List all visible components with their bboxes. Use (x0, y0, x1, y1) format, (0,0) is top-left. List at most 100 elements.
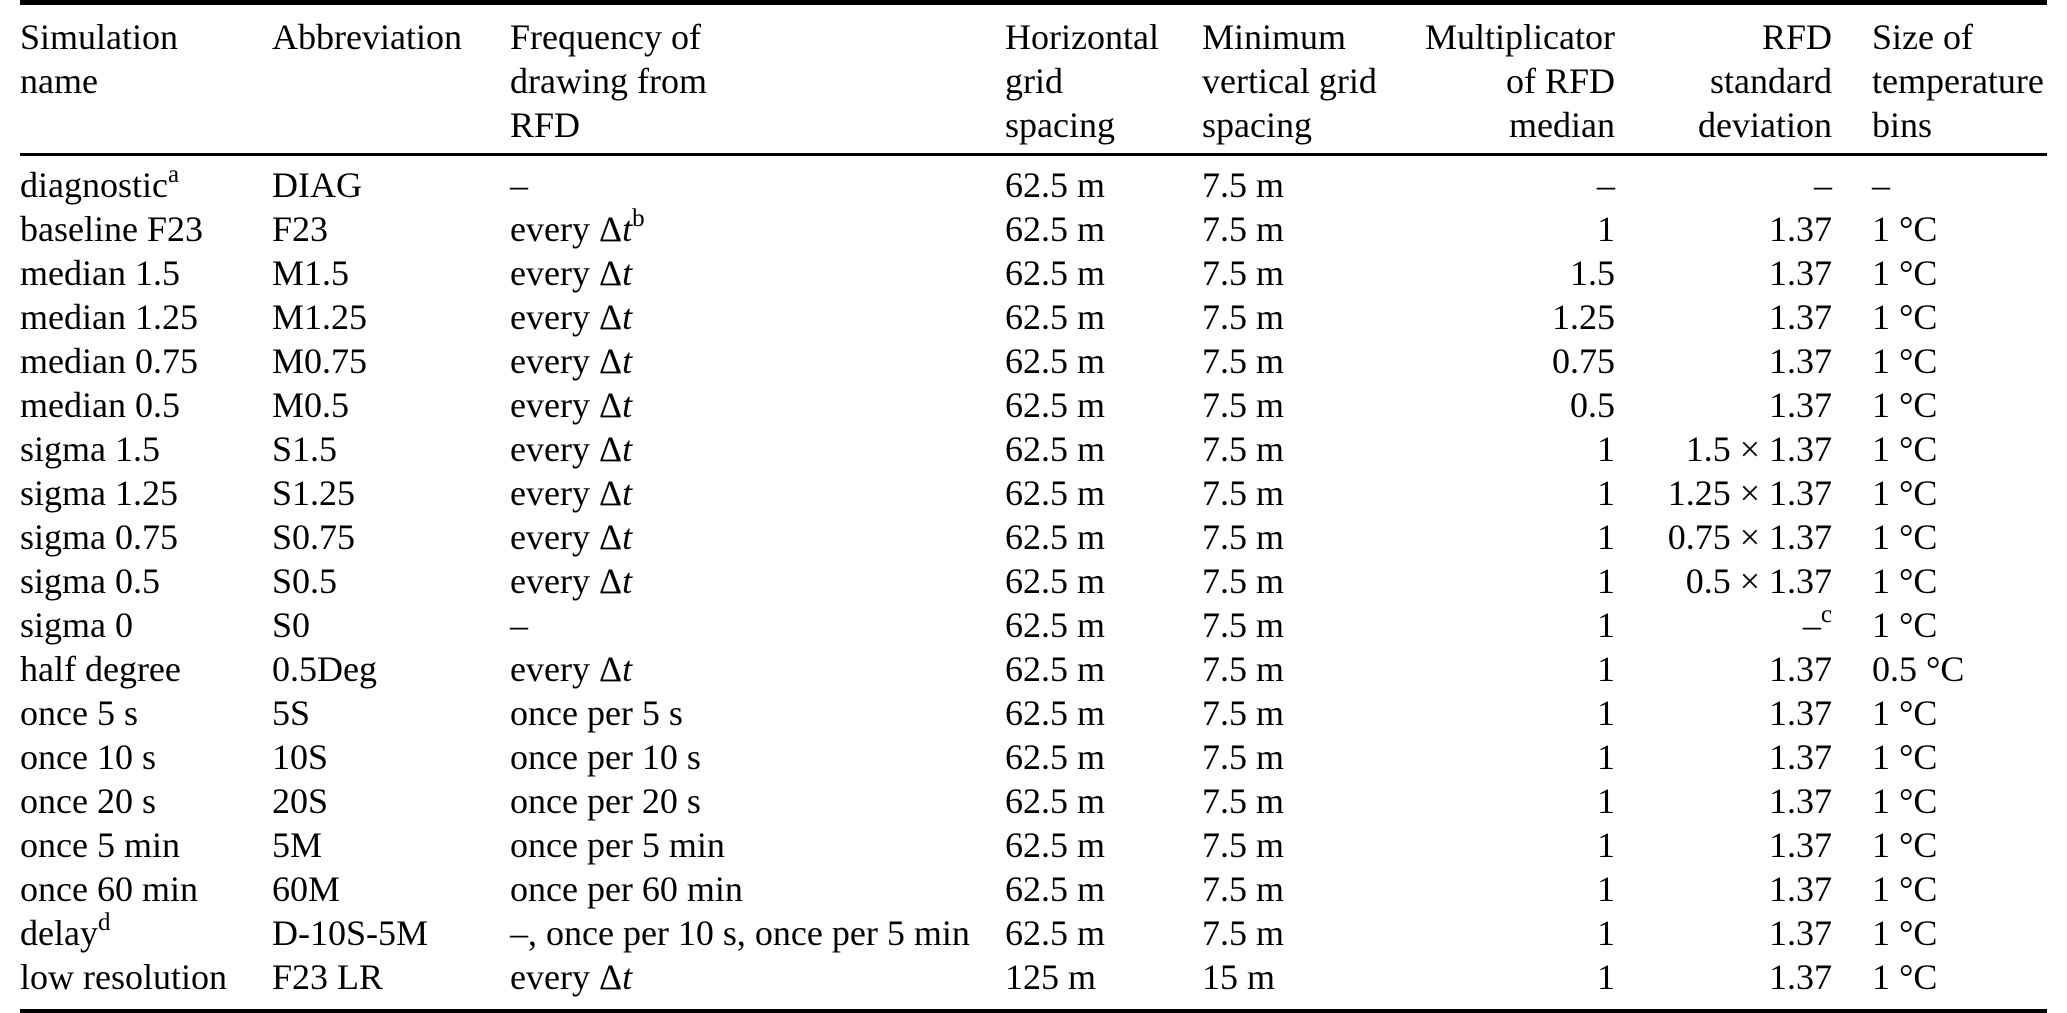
cell-text: 62.5 m (1005, 605, 1106, 645)
cell-text: 1 °C (1872, 429, 1938, 469)
cell-rfd-standard-deviation: – (1615, 155, 1832, 208)
cell-rfd-median-multiplicator: 1 (1420, 911, 1615, 955)
table-row: baseline F23 F23 every Δtb 62.5 m 7.5 m 1 1.37… (20, 206, 2047, 251)
cell-text: 62.5 m (1005, 737, 1106, 777)
cell-text: M0.5 (272, 385, 350, 425)
cell-text: 1.37 (1769, 781, 1832, 821)
cell-text: 7.5 m (1202, 737, 1285, 777)
cell-text: 7.5 m (1202, 297, 1285, 337)
cell-rfd-standard-deviation: –c (1615, 601, 1832, 647)
cell-abbreviation: 5M (272, 823, 510, 867)
footnote-marker: c (1820, 601, 1832, 628)
cell-text: once 10 s (20, 737, 156, 777)
cell-text: –, once per 10 s, once per 5 min (510, 913, 970, 953)
cell-text: 62.5 m (1005, 869, 1106, 909)
cell-horizontal-grid-spacing: 62.5 m (1005, 867, 1202, 911)
cell-text: once per 10 s (510, 737, 701, 777)
header-row: Simulation name Abbreviation Frequency of dr… (20, 3, 2047, 155)
cell-text: 1.25 (1552, 297, 1615, 337)
cell-text: 62.5 m (1005, 781, 1106, 821)
cell-rfd-standard-deviation: 1.37 (1615, 955, 1832, 1012)
cell-text: 60M (272, 869, 341, 909)
delta-t-variable: t (622, 385, 633, 425)
cell-text: 1 (1597, 517, 1615, 557)
cell-min-vertical-grid-spacing: 7.5 m (1202, 911, 1420, 955)
cell-text: 1.37 (1769, 957, 1832, 997)
cell-text: sigma 1.25 (20, 473, 178, 513)
cell-text: 1 (1597, 561, 1615, 601)
cell-rfd-standard-deviation: 1.25 × 1.37 (1615, 471, 1832, 515)
cell-frequency-of-drawing: every Δt (510, 429, 633, 469)
cell-simulation-name: low resolution (20, 955, 272, 1012)
cell-text: 1.25 × 1.37 (1667, 473, 1832, 513)
cell-frequency-of-drawing: every Δt (510, 341, 633, 381)
cell-text: 1.5 (1570, 253, 1615, 293)
cell-text: 62.5 m (1005, 913, 1106, 953)
cell-text: 1.37 (1769, 825, 1832, 865)
cell-rfd-standard-deviation: 0.75 × 1.37 (1615, 515, 1832, 559)
cell-rfd-median-multiplicator: 1 (1420, 471, 1615, 515)
cell-text: S1.5 (272, 429, 338, 469)
cell-text: 7.5 m (1202, 913, 1285, 953)
cell-text: – (1814, 165, 1832, 205)
cell-text: 0.5 (1570, 385, 1615, 425)
cell-simulation-name: sigma 1.5 (20, 427, 272, 471)
cell-abbreviation: 60M (272, 867, 510, 911)
cell-text: 1 °C (1872, 781, 1938, 821)
cell-frequency-of-drawing: once per 10 s (510, 735, 1005, 779)
cell-min-vertical-grid-spacing: 7.5 m (1202, 823, 1420, 867)
cell-temperature-bin-size: – (1832, 155, 2047, 208)
cell-min-vertical-grid-spacing: 7.5 m (1202, 207, 1420, 251)
footnote-marker: d (97, 909, 111, 936)
cell-rfd-median-multiplicator: 1.5 (1420, 251, 1615, 295)
cell-simulation-name: median 1.25 (20, 295, 272, 339)
cell-temperature-bin-size: 1 °C (1832, 251, 2047, 295)
cell-frequency-of-drawing: once per 5 min (510, 823, 1005, 867)
cell-text: 62.5 m (1005, 561, 1106, 601)
cell-text: once per 20 s (510, 781, 701, 821)
cell-text: 1 (1597, 209, 1615, 249)
cell-abbreviation: 0.5Deg (272, 647, 510, 691)
table-row: once 5 min 5M once per 5 min 62.5 m 7.5 m 1 1.… (20, 823, 2047, 867)
cell-horizontal-grid-spacing: 62.5 m (1005, 295, 1202, 339)
header-line: standard (1710, 61, 1832, 101)
cell-rfd-median-multiplicator: 1.25 (1420, 295, 1615, 339)
cell-text: 7.5 m (1202, 561, 1285, 601)
cell-text: 62.5 m (1005, 297, 1106, 337)
cell-abbreviation: S0.75 (272, 515, 510, 559)
cell-simulation-name: sigma 0 (20, 603, 272, 647)
cell-text: 62.5 m (1005, 693, 1106, 733)
cell-text: 1.37 (1769, 253, 1832, 293)
cell-simulation-name: median 0.5 (20, 383, 272, 427)
cell-min-vertical-grid-spacing: 7.5 m (1202, 251, 1420, 295)
table-row: half degree 0.5Deg every Δt 62.5 m 7.5 m 1 1.3… (20, 647, 2047, 691)
cell-text: 1 °C (1872, 297, 1938, 337)
cell-temperature-bin-size: 1 °C (1832, 955, 2047, 1012)
cell-text: 1 °C (1872, 341, 1938, 381)
cell-text: 1 °C (1872, 825, 1938, 865)
cell-rfd-standard-deviation: 1.37 (1615, 823, 1832, 867)
cell-rfd-median-multiplicator: 1 (1420, 691, 1615, 735)
delta-t-variable: t (622, 957, 633, 997)
cell-text: 1 °C (1872, 385, 1938, 425)
cell-horizontal-grid-spacing: 62.5 m (1005, 647, 1202, 691)
cell-text: S0 (272, 605, 311, 645)
cell-abbreviation: 10S (272, 735, 510, 779)
cell-simulation-name: once 60 min (20, 867, 272, 911)
cell-horizontal-grid-spacing: 62.5 m (1005, 735, 1202, 779)
cell-text: 62.5 m (1005, 825, 1106, 865)
cell-text: 62.5 m (1005, 649, 1106, 689)
header-min-vertical-grid-spacing: Minimum vertical grid spacing (1202, 3, 1420, 155)
cell-rfd-standard-deviation: 1.37 (1615, 867, 1832, 911)
cell-text: baseline F23 (20, 209, 203, 249)
simulation-setup-table: Simulation name Abbreviation Frequency of dr… (20, 0, 2047, 1013)
cell-simulation-name: sigma 1.25 (20, 471, 272, 515)
cell-text: median 1.25 (20, 297, 198, 337)
cell-text: 62.5 m (1005, 253, 1106, 293)
cell-rfd-median-multiplicator: 1 (1420, 207, 1615, 251)
cell-temperature-bin-size: 1 °C (1832, 867, 2047, 911)
table-row: median 1.25 M1.25 every Δt 62.5 m 7.5 m 1.25 1… (20, 295, 2047, 339)
cell-frequency-of-drawing: once per 20 s (510, 779, 1005, 823)
cell-text: 1 (1597, 605, 1615, 645)
cell-temperature-bin-size: 0.5 °C (1832, 647, 2047, 691)
